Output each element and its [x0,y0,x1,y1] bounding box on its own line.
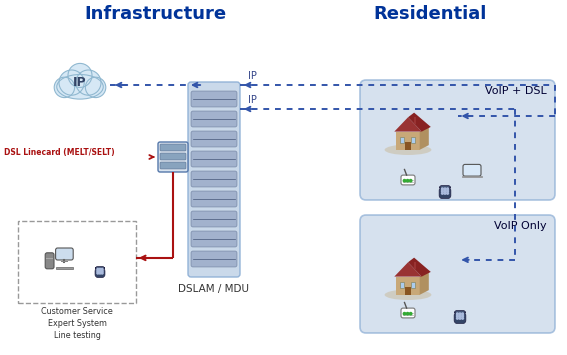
Circle shape [459,317,461,319]
Circle shape [462,317,463,319]
FancyBboxPatch shape [191,231,237,247]
Bar [46,258,53,259]
Ellipse shape [384,144,431,155]
FancyBboxPatch shape [401,308,415,318]
Circle shape [442,190,443,192]
Text: Infrastructure: Infrastructure [84,5,226,23]
Ellipse shape [57,75,103,99]
FancyBboxPatch shape [191,111,237,127]
Bar [405,142,411,150]
Bar [18,221,136,303]
Circle shape [68,64,92,87]
Bar [411,282,415,288]
Circle shape [459,313,461,315]
FancyBboxPatch shape [160,144,186,151]
Text: IP: IP [248,71,257,81]
Circle shape [462,315,463,317]
Circle shape [459,315,461,317]
Circle shape [462,313,463,315]
Text: Residential: Residential [373,5,486,23]
Text: IP: IP [248,95,257,105]
FancyBboxPatch shape [191,131,237,147]
Circle shape [403,180,406,182]
Polygon shape [420,272,429,295]
Circle shape [59,70,84,95]
Circle shape [403,312,406,315]
FancyBboxPatch shape [95,268,105,278]
FancyBboxPatch shape [191,211,237,227]
Circle shape [97,268,99,270]
Circle shape [444,190,446,192]
Circle shape [409,312,412,315]
Circle shape [447,192,448,194]
Circle shape [99,272,101,274]
Circle shape [456,313,458,315]
FancyBboxPatch shape [401,175,415,185]
FancyBboxPatch shape [463,164,481,176]
FancyBboxPatch shape [56,248,73,260]
FancyBboxPatch shape [455,311,465,314]
Polygon shape [408,113,431,132]
Text: VoIP Only: VoIP Only [494,221,547,231]
Bar [405,286,411,295]
Bar [462,176,482,177]
FancyBboxPatch shape [454,312,466,323]
FancyBboxPatch shape [45,253,54,269]
FancyBboxPatch shape [188,82,240,277]
Circle shape [86,77,106,98]
FancyBboxPatch shape [191,191,237,207]
Bar [396,132,420,150]
Polygon shape [408,258,431,277]
Circle shape [447,188,448,190]
Circle shape [76,70,101,95]
Text: IP: IP [73,76,87,89]
Circle shape [456,317,458,319]
Circle shape [54,77,75,98]
Circle shape [101,268,103,270]
Polygon shape [420,127,429,150]
FancyBboxPatch shape [160,153,186,160]
Circle shape [409,180,412,182]
Circle shape [407,312,409,315]
Circle shape [101,270,103,272]
FancyBboxPatch shape [360,80,555,200]
Circle shape [456,315,458,317]
FancyBboxPatch shape [191,171,237,187]
FancyBboxPatch shape [191,251,237,267]
Bar [61,261,67,262]
Circle shape [407,180,409,182]
Polygon shape [394,262,422,277]
FancyBboxPatch shape [158,142,188,172]
Bar [400,282,404,288]
Text: VoIP + DSL: VoIP + DSL [485,86,547,96]
Bar [414,116,416,124]
Circle shape [97,272,99,274]
FancyBboxPatch shape [191,151,237,167]
Bar [56,267,73,269]
Bar [400,137,404,142]
Bar [396,277,420,295]
Text: DSL Linecard (MELT/SELT): DSL Linecard (MELT/SELT) [4,148,115,158]
Circle shape [442,188,443,190]
Circle shape [444,192,446,194]
Text: DSLAM / MDU: DSLAM / MDU [179,284,249,294]
FancyBboxPatch shape [439,187,451,198]
FancyBboxPatch shape [191,91,237,107]
Circle shape [97,270,99,272]
FancyBboxPatch shape [96,267,104,269]
FancyBboxPatch shape [360,215,555,333]
Bar [411,137,415,142]
Circle shape [101,272,103,274]
Circle shape [442,192,443,194]
Circle shape [99,268,101,270]
FancyBboxPatch shape [440,186,450,189]
Circle shape [447,190,448,192]
Polygon shape [394,117,422,132]
Text: Customer Service
Expert System
Line testing: Customer Service Expert System Line test… [41,307,113,340]
Circle shape [444,188,446,190]
FancyBboxPatch shape [160,162,186,169]
Circle shape [99,270,101,272]
Ellipse shape [384,290,431,300]
Bar [414,262,416,269]
